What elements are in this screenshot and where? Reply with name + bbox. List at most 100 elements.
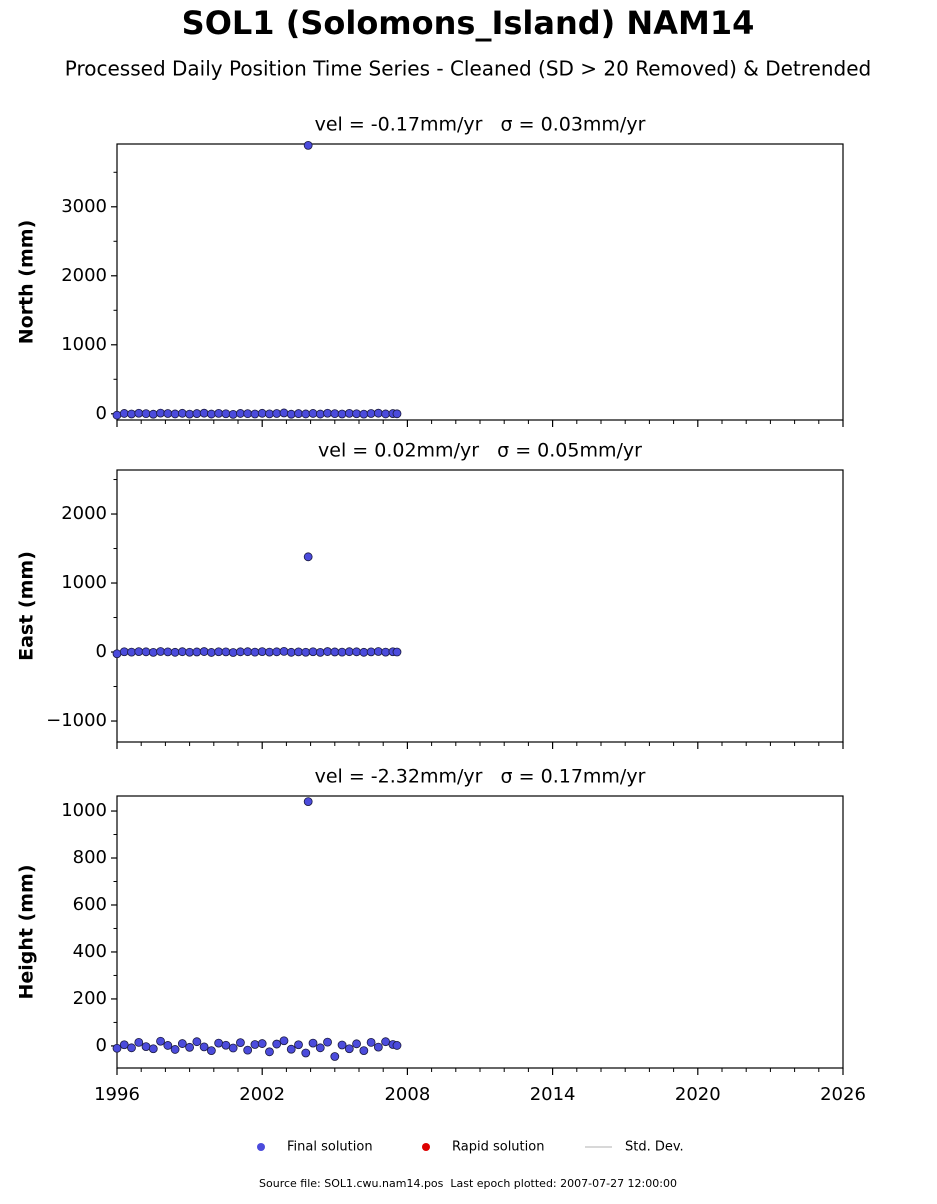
- x-tick-label: 2002: [239, 1084, 285, 1105]
- y-axis-label: East (mm): [16, 551, 38, 661]
- data-point: [352, 647, 361, 657]
- data-point: [156, 1036, 165, 1046]
- data-point: [156, 647, 165, 656]
- data-point: [192, 647, 202, 657]
- panel-title: vel = -2.32mm/yr σ = 0.17mm/yr: [315, 766, 646, 788]
- data-point: [177, 1039, 187, 1048]
- data-point: [366, 647, 376, 657]
- data-point: [156, 408, 165, 418]
- data-point: [243, 647, 253, 657]
- data-point: [170, 647, 180, 657]
- data-point: [206, 1046, 216, 1056]
- legend-marker: [257, 1143, 265, 1151]
- y-tick-label: 400: [73, 941, 107, 962]
- data-point: [323, 647, 332, 656]
- data-point: [236, 1038, 245, 1048]
- chart-title: SOL1 (Solomons_Island) NAM14: [182, 4, 755, 42]
- data-point: [352, 1039, 361, 1049]
- data-point: [359, 409, 369, 419]
- data-point: [286, 1044, 296, 1054]
- data-point: [192, 409, 202, 418]
- data-point: [279, 1036, 289, 1046]
- data-point: [257, 647, 267, 657]
- data-point: [308, 647, 318, 657]
- data-point: [373, 1042, 383, 1052]
- data-point: [214, 408, 224, 418]
- data-point: [337, 1040, 347, 1050]
- data-point: [323, 408, 332, 418]
- data-point: [236, 409, 245, 418]
- data-point: [265, 647, 274, 657]
- data-point: [127, 1043, 136, 1053]
- data-point: [392, 647, 402, 657]
- y-tick-label: 0: [96, 641, 107, 662]
- data-point: [337, 409, 347, 419]
- y-tick-label: 1000: [61, 800, 107, 821]
- y-tick-label: 800: [73, 847, 107, 868]
- data-point: [134, 1037, 144, 1047]
- legend-label: Rapid solution: [452, 1140, 544, 1155]
- data-point: [221, 409, 231, 419]
- legend-marker: [422, 1143, 430, 1151]
- panel-title: vel = 0.02mm/yr σ = 0.05mm/yr: [318, 440, 642, 462]
- y-tick-label: 0: [96, 1035, 107, 1056]
- data-point: [344, 647, 354, 657]
- data-point: [228, 1043, 238, 1053]
- data-point: [366, 409, 376, 418]
- data-point: [286, 409, 296, 419]
- data-point: [221, 1040, 231, 1050]
- data-point: [392, 409, 402, 419]
- data-point: [359, 647, 369, 657]
- data-point: [163, 409, 173, 418]
- data-point: [330, 1052, 340, 1061]
- y-tick-label: 2000: [61, 503, 107, 524]
- data-point: [214, 647, 224, 657]
- x-tick-label: 2008: [384, 1084, 430, 1105]
- data-point: [199, 408, 209, 418]
- data-point: [112, 1043, 122, 1053]
- plot-frame: [116, 469, 844, 743]
- legend-label: Final solution: [287, 1140, 373, 1155]
- data-point: [301, 409, 311, 419]
- data-point: [163, 647, 173, 657]
- data-point: [308, 1038, 318, 1048]
- data-point: [214, 1038, 224, 1048]
- data-point: [308, 409, 318, 418]
- data-point: [301, 647, 311, 657]
- x-tick-label: 2020: [675, 1084, 721, 1105]
- data-point: [228, 409, 238, 419]
- data-point: [127, 409, 136, 419]
- data-point: [177, 408, 187, 418]
- footer: Source file: SOL1.cwu.nam14.pos Last epo…: [259, 1177, 677, 1190]
- data-point: [279, 647, 289, 656]
- data-point: [163, 1041, 173, 1050]
- data-point: [359, 1046, 369, 1056]
- y-tick-label: 1000: [61, 572, 107, 593]
- y-tick-label: 1000: [61, 334, 107, 355]
- data-point: [381, 647, 391, 657]
- data-point: [366, 1037, 376, 1047]
- data-point: [272, 409, 282, 418]
- data-point: [148, 409, 158, 419]
- data-point: [344, 1044, 354, 1054]
- data-point: [265, 409, 274, 419]
- data-point: [315, 647, 325, 657]
- data-point: [119, 409, 129, 418]
- data-point: [330, 409, 340, 419]
- data-point: [294, 647, 303, 657]
- x-tick-label: 2014: [530, 1084, 576, 1105]
- data-point: [134, 408, 144, 418]
- data-point: [330, 647, 340, 657]
- data-point: [141, 647, 151, 657]
- data-point: [185, 647, 195, 657]
- data-point: [112, 410, 122, 420]
- data-point: [381, 1037, 391, 1047]
- data-point: [294, 409, 303, 418]
- data-point: [265, 1047, 274, 1057]
- data-point: [303, 552, 313, 562]
- plot-frame: [116, 143, 844, 421]
- data-point: [228, 648, 238, 657]
- data-point: [344, 408, 354, 418]
- y-tick-label: 3000: [61, 196, 107, 217]
